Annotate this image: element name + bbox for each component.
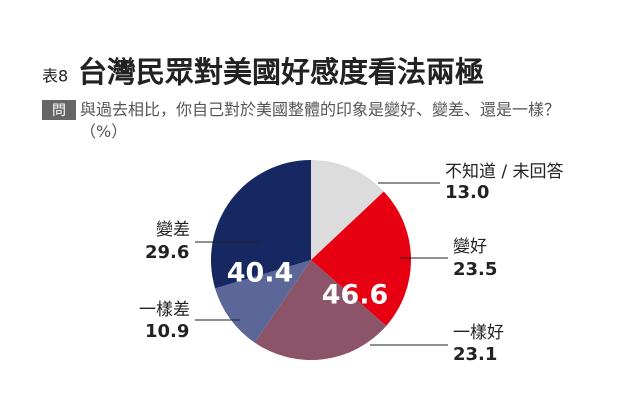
category-label: 一樣好	[453, 323, 504, 343]
question-tag: 問	[52, 103, 66, 119]
pie-slice	[254, 260, 387, 360]
value-label: 10.9	[145, 321, 189, 342]
subtitle: 與過去相比，你自己對於美國整體的印象是變好、變差、還是一樣？（%）	[80, 100, 561, 141]
category-label: 變好	[453, 237, 487, 257]
chart-title: 台灣民眾對美國好感度看法兩極	[78, 55, 484, 89]
value-label: 23.1	[453, 344, 497, 365]
category-label: 一樣差	[139, 300, 190, 320]
pie-slice	[211, 160, 311, 289]
pie-slice	[215, 260, 311, 343]
value-label: 13.0	[445, 182, 489, 203]
category-label: 不知道 / 未回答	[445, 162, 564, 182]
annotation: 46.6	[322, 280, 389, 311]
question-box	[42, 100, 76, 120]
value-label: 29.6	[145, 242, 189, 263]
pie-slice	[311, 160, 384, 260]
annotation: 40.4	[227, 258, 294, 289]
table-label: 表8	[42, 67, 68, 86]
pie-slice	[311, 191, 411, 326]
value-label: 23.5	[453, 259, 497, 280]
subtitle-box: 與過去相比，你自己對於美國整體的印象是變好、變差、還是一樣？（%）	[80, 100, 561, 141]
category-label: 變差	[156, 220, 190, 240]
